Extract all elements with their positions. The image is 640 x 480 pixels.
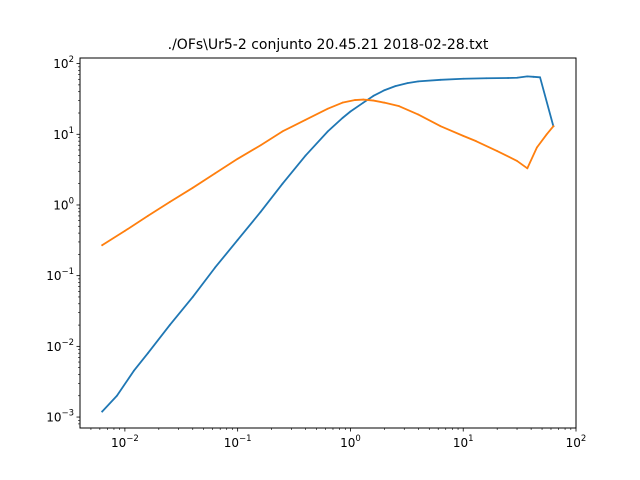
plot-frame (79, 57, 577, 429)
y-tick-base: 10 (46, 340, 61, 354)
series-1-point (372, 94, 375, 97)
y-tick-label: 10−1 (46, 267, 74, 283)
series-2-point (372, 99, 375, 102)
series-1-point (101, 410, 104, 413)
series-1-point (532, 75, 535, 78)
series-1-point (349, 110, 352, 113)
series-2-point (496, 150, 499, 152)
series-2-point (545, 133, 548, 136)
x-tick-base: 10 (566, 436, 581, 450)
series-2-point (326, 107, 329, 110)
series-1-point (236, 239, 239, 241)
x-tick-exponent: −2 (126, 434, 139, 444)
y-tick-label: 10−3 (46, 409, 74, 425)
series-2-point (354, 99, 357, 101)
series-1-point (259, 210, 262, 213)
y-tick-base: 10 (46, 411, 61, 425)
y-tick-label: 100 (53, 196, 74, 212)
series-2-point (362, 98, 365, 101)
series-2-point (191, 186, 194, 189)
series-1-point (539, 76, 541, 79)
plot-series (100, 75, 555, 413)
series-1-point (362, 101, 365, 104)
series-1-point (214, 266, 216, 269)
x-tick-base: 10 (224, 436, 239, 450)
series-1-point (417, 80, 420, 83)
series-1-point (383, 89, 386, 92)
series-1-point (526, 75, 529, 78)
y-tick-label: 10−2 (46, 338, 74, 354)
series-1-point (147, 352, 149, 355)
series-2-point (475, 140, 477, 143)
x-tick-exponent: 0 (355, 434, 360, 444)
y-tick-label: 102 (53, 55, 74, 71)
series-1-point (394, 85, 397, 88)
y-tick-base: 10 (53, 128, 68, 142)
x-tick-base: 10 (340, 436, 355, 450)
series-1-point (168, 324, 171, 326)
series-2-point (123, 229, 126, 232)
series-line-2 (101, 98, 555, 247)
series-1-point (462, 77, 465, 80)
series-2-point (341, 101, 344, 104)
series-2-point (398, 105, 400, 108)
y-tick-exponent: 1 (69, 126, 74, 136)
series-2-point (101, 244, 104, 247)
series-1-point (132, 369, 135, 372)
x-tick-label: 100 (340, 434, 361, 450)
x-tick-exponent: −1 (239, 434, 252, 444)
series-1-point (516, 76, 518, 79)
x-tick-base: 10 (111, 436, 126, 450)
series-2-point (439, 125, 442, 128)
x-tick-label: 10−2 (111, 434, 139, 450)
series-2-point (552, 125, 555, 128)
x-tick-exponent: 1 (468, 434, 473, 444)
series-2-point (383, 101, 386, 104)
series-2-point (214, 172, 216, 175)
series-2-point (417, 113, 420, 116)
y-tick-exponent: 2 (69, 55, 74, 65)
series-1-point (341, 117, 344, 119)
y-tick-exponent: −1 (61, 267, 74, 277)
x-tick-label: 10−1 (224, 434, 252, 450)
series-line-1 (100, 75, 555, 413)
series-2-point (236, 157, 239, 160)
y-tick-exponent: −2 (61, 338, 74, 348)
x-axis: 10−2 10−1 100 101 102 (90, 428, 587, 450)
y-tick-base: 10 (46, 269, 61, 283)
x-tick-label: 101 (453, 434, 474, 450)
series-1-point (439, 78, 442, 81)
series-1-point (304, 154, 307, 157)
series-2-point (516, 160, 518, 162)
x-tick-base: 10 (453, 436, 468, 450)
series-2-point (147, 215, 149, 217)
series-2-point (168, 201, 171, 203)
series-1-point (326, 130, 329, 133)
y-tick-label: 101 (53, 126, 74, 142)
series-1-point (485, 77, 488, 80)
y-tick-exponent: −3 (61, 409, 74, 419)
series-2-point (535, 146, 538, 149)
series-1-point (281, 182, 284, 185)
series-1-point (191, 296, 194, 298)
y-tick-base: 10 (53, 198, 68, 212)
series-1-point (507, 77, 509, 79)
series-2-point (304, 118, 307, 121)
series-1-point (116, 394, 118, 397)
series-2-point (462, 134, 465, 137)
x-tick-exponent: 2 (581, 434, 586, 444)
series-2-point (526, 167, 529, 170)
series-2-point (281, 130, 284, 133)
series-2-point (259, 144, 262, 147)
y-tick-base: 10 (53, 57, 68, 71)
series-1-point (406, 82, 409, 84)
x-tick-label: 102 (566, 434, 587, 450)
chart-title: ./OFs\Ur5-2 conjunto 20.45.21 2018-02-28… (168, 37, 489, 53)
y-tick-exponent: 0 (69, 196, 74, 206)
